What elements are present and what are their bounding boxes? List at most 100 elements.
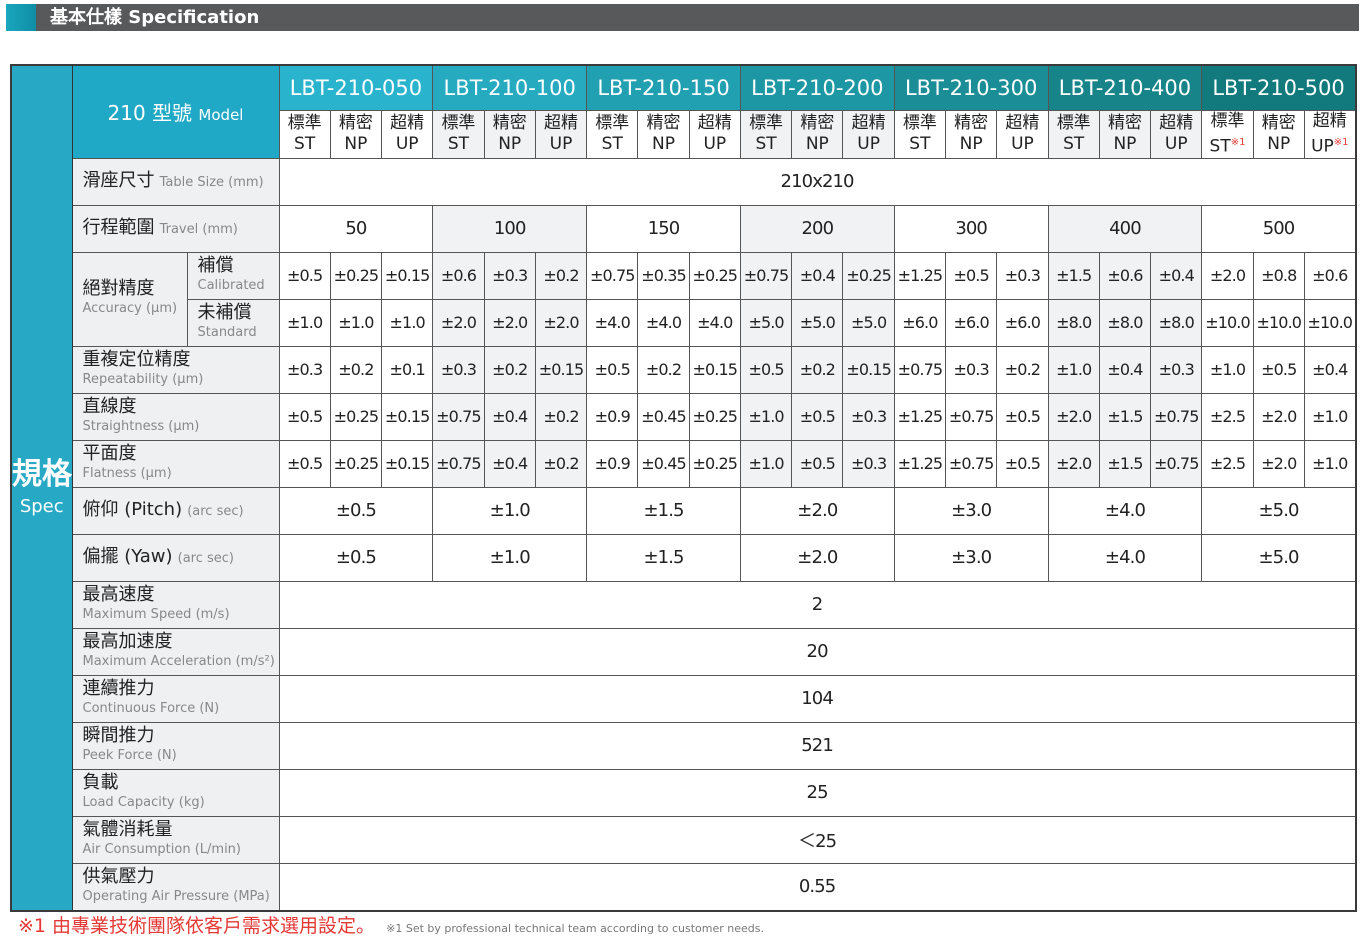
value-cell: ±0.75 (1150, 439, 1203, 488)
value-cell: ±0.75 (432, 392, 485, 441)
grade-st: 標準 ST※1 (1201, 110, 1254, 159)
grade-zh: 標準 (749, 113, 784, 134)
value-cell: ±1.0 (432, 486, 588, 535)
grade-up: 超精 UP (996, 110, 1049, 159)
row-label-en: Operating Air Pressure (MPa) (82, 888, 270, 904)
table-row: 行程範圍 Travel (mm) 50 100 150 200 300 400 500 (11, 204, 1357, 253)
grade-en: ST (895, 134, 944, 155)
row-label-en: Continuous Force (N) (82, 700, 220, 716)
row-label-en: Standard (197, 324, 257, 340)
value-cell: ±0.3 (432, 345, 485, 394)
value-cell: 400 (1047, 204, 1203, 253)
table-row: 平面度 Flatness (µm) ±0.5 ±0.25 ±0.15 ±0.75 ±0.4 ±… (11, 439, 1357, 488)
value-cell: ±0.3 (945, 345, 998, 394)
grade-en-label: UP (549, 134, 573, 155)
value-cell: ±0.3 (1150, 345, 1203, 394)
value-cell: ±0.15 (381, 392, 434, 441)
value-cell: 521 (278, 721, 1357, 770)
value-cell: ±4.0 (586, 298, 639, 347)
grade-st: 標準 ST (432, 110, 485, 159)
grade-en-label: UP (1011, 134, 1034, 155)
grade-up: 超精 UP (534, 110, 588, 159)
grade-en: NP (947, 134, 996, 155)
row-label-en: Peek Force (N) (82, 747, 177, 763)
value-cell: ±2.0 (483, 298, 536, 347)
grade-note: ※1 (1333, 137, 1349, 148)
grade-en: ST (434, 134, 483, 155)
grade-en: UP (844, 134, 893, 155)
value-cell: ±0.2 (329, 345, 383, 394)
value-cell: ±0.8 (1252, 251, 1305, 300)
grade-en: NP (485, 134, 534, 155)
value-cell: ±2.0 (1047, 439, 1100, 488)
value-cell: ±1.25 (893, 251, 947, 300)
grade-en: ST (741, 134, 790, 155)
row-label-zh: 直線度 (82, 395, 137, 417)
value-cell: ±3.0 (893, 486, 1049, 535)
grade-en: NP (793, 134, 842, 155)
value-cell: ±2.0 (739, 486, 895, 535)
value-cell: 2 (278, 580, 1357, 629)
row-label: 最高加速度 Maximum Acceleration (m/s²) (71, 627, 280, 676)
grade-up: 超精 UP (842, 110, 895, 159)
value-cell: ±5.0 (1201, 486, 1357, 535)
grade-zh: 標準 (287, 113, 322, 134)
value-cell: ±0.45 (637, 392, 690, 441)
value-cell: ±0.5 (278, 439, 331, 488)
row-label-zh: 滑座尺寸 (82, 169, 155, 191)
value-cell: ±1.0 (1303, 439, 1357, 488)
grade-up: 超精 UP (1150, 110, 1203, 159)
grade-en: UP (690, 134, 739, 155)
value-cell: ±3.0 (893, 533, 1049, 582)
model-label-num: 210 型號 (107, 101, 193, 126)
row-label: 最高速度 Maximum Speed (m/s) (71, 580, 280, 629)
table-row: 直線度 Straightness (µm) ±0.5 ±0.25 ±0.15 ±0.75 ±… (11, 392, 1357, 441)
grade-zh: 精密 (1107, 113, 1142, 134)
value-cell: 200 (739, 204, 895, 253)
value-cell: ±0.6 (1303, 251, 1357, 300)
row-label-en: Air Consumption (L/min) (82, 841, 242, 857)
grade-en: ST※1 (1203, 132, 1252, 157)
value-cell: ±0.2 (483, 345, 536, 394)
value-cell: ＜25 (278, 815, 1357, 864)
row-label: 瞬間推力 Peek Force (N) (71, 721, 280, 770)
grade-np: 精密 NP (329, 110, 383, 159)
value-cell: ±0.2 (791, 345, 844, 394)
grade-zh: 標準 (902, 113, 937, 134)
grade-en: UP※1 (1305, 132, 1354, 157)
row-label-en: Repeatability (µm) (82, 371, 204, 387)
grade-en: UP (536, 134, 585, 155)
grade-en-label: NP (344, 134, 368, 155)
grade-np: 精密 NP (791, 110, 844, 159)
value-cell: ±2.0 (534, 298, 588, 347)
value-cell: ±8.0 (1098, 298, 1152, 347)
row-label-zh: 補償 (197, 254, 234, 276)
value-cell: ±1.0 (329, 298, 383, 347)
value-cell: ±4.0 (637, 298, 690, 347)
value-cell: ±0.45 (637, 439, 690, 488)
value-cell: ±0.15 (688, 345, 741, 394)
grade-en-label: NP (1267, 134, 1291, 155)
row-label: 滑座尺寸 Table Size (mm) (71, 157, 280, 206)
grade-en-label: NP (498, 134, 522, 155)
grade-en: NP (639, 134, 688, 155)
value-cell: ±0.9 (586, 392, 639, 441)
grade-zh: 超精 (697, 113, 732, 134)
value-cell: ±0.5 (739, 345, 793, 394)
grade-en-label: ST (909, 134, 931, 155)
value-cell: ±5.0 (1201, 533, 1357, 582)
value-cell: ±1.25 (893, 392, 947, 441)
spec-label-en: Spec (19, 496, 64, 518)
value-cell: ±4.0 (688, 298, 741, 347)
row-label: 負載 Load Capacity (kg) (71, 768, 280, 817)
grade-en: NP (331, 134, 380, 155)
grade-np: 精密 NP (945, 110, 998, 159)
row-label-en: Maximum Acceleration (m/s²) (82, 653, 275, 669)
grade-up: 超精 UP※1 (1303, 110, 1357, 159)
grade-en: ST (1049, 134, 1098, 155)
value-cell: ±0.4 (1303, 345, 1357, 394)
row-label: 平面度 Flatness (µm) (71, 439, 280, 488)
value-cell: ±0.75 (1150, 392, 1203, 441)
grade-en: UP (998, 134, 1047, 155)
table-row: 供氣壓力 Operating Air Pressure (MPa) 0.55 (11, 862, 1357, 912)
